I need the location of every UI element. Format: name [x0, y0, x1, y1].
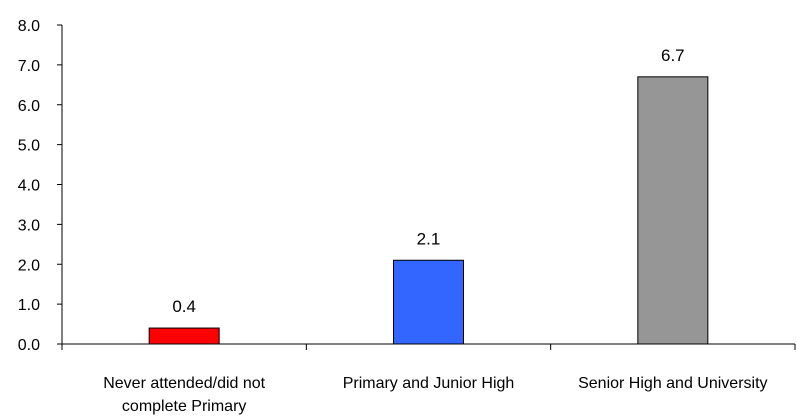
y-tick-label: 8.0 [18, 18, 40, 35]
category-labels: Never attended/did not complete Primary Pr… [103, 375, 767, 415]
y-tick-label: 1.0 [18, 297, 40, 314]
data-label: 0.4 [172, 297, 196, 316]
category-label: Primary and Junior High [343, 375, 515, 392]
y-tick-label: 5.0 [18, 138, 40, 155]
bars [148, 76, 709, 345]
bar [637, 76, 709, 345]
y-tick-label: 3.0 [18, 217, 40, 234]
y-tick-label: 2.0 [18, 257, 40, 274]
bar [393, 259, 464, 345]
y-axis: 0.0 1.0 2.0 3.0 4.0 5.0 6.0 7.0 8.0 [18, 18, 63, 354]
y-tick-label: 4.0 [18, 178, 40, 195]
y-tick-label: 6.0 [18, 98, 40, 115]
category-label: Senior High and University [578, 375, 767, 392]
category-label: Never attended/did not [103, 375, 265, 392]
data-label: 2.1 [417, 229, 441, 248]
bar [148, 327, 220, 345]
data-label: 6.7 [661, 46, 685, 65]
y-tick-label: 0.0 [18, 337, 40, 354]
data-labels: 0.4 2.1 6.7 [172, 46, 684, 316]
y-tick-label: 7.0 [18, 58, 40, 75]
x-axis [61, 343, 796, 350]
category-label: complete Primary [122, 398, 246, 415]
